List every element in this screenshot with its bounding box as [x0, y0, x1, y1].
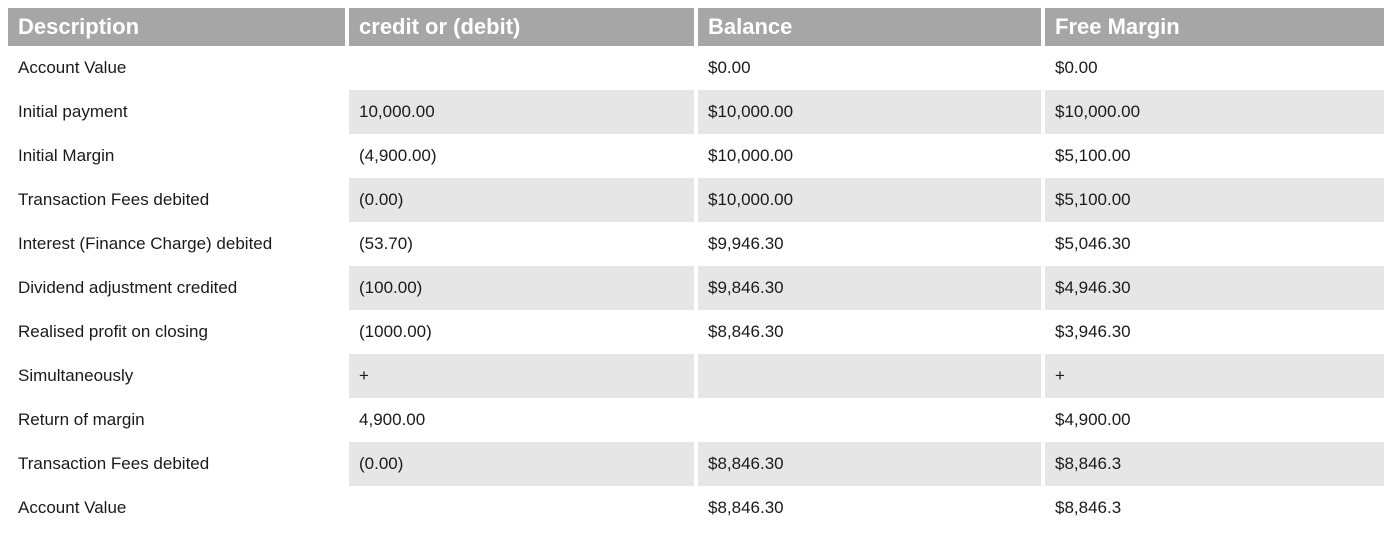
cell-balance: $8,846.30: [708, 322, 784, 341]
cell-balance: $0.00: [708, 58, 751, 77]
cell-description: Return of margin: [18, 410, 145, 429]
cell-credit-or-debit: (0.00): [349, 178, 694, 222]
cell-description: Transaction Fees debited: [8, 178, 346, 222]
cell-balance: $8,846.30: [698, 442, 1041, 486]
table-row: Simultaneously + +: [8, 354, 1384, 398]
cell-description: Account Value: [18, 498, 127, 517]
table-row: Transaction Fees debited (0.00) $8,846.3…: [8, 442, 1384, 486]
cell-description: Realised profit on closing: [18, 322, 208, 341]
cell-balance: $10,000.00: [698, 178, 1041, 222]
cell-description: Initial payment: [8, 90, 346, 134]
cell-balance: $8,846.30: [708, 498, 784, 517]
cell-description: Account Value: [18, 58, 127, 77]
cell-credit-or-debit: +: [349, 354, 694, 398]
cell-credit-or-debit: (0.00): [349, 442, 694, 486]
cell-balance: $10,000.00: [698, 90, 1041, 134]
cell-balance: $9,846.30: [698, 266, 1041, 310]
cell-balance: [698, 398, 1041, 442]
cell-balance: $9,946.30: [708, 234, 784, 253]
cell-free-margin: $10,000.00: [1045, 90, 1384, 134]
table-row: Account Value $0.00 $0.00: [8, 46, 1384, 90]
table-row: Initial Margin (4,900.00) $10,000.00 $5,…: [8, 134, 1384, 178]
cell-description: Initial Margin: [18, 146, 115, 165]
cell-credit-or-debit: (1000.00): [359, 322, 432, 341]
cell-credit-or-debit: 10,000.00: [349, 90, 694, 134]
cell-credit-or-debit: (53.70): [359, 234, 413, 253]
table-row: Initial payment 10,000.00 $10,000.00 $10…: [8, 90, 1384, 134]
cell-free-margin: $5,046.30: [1055, 234, 1131, 253]
cell-balance: $10,000.00: [708, 146, 794, 165]
cell-credit-or-debit: 4,900.00: [359, 410, 426, 429]
table-row: Transaction Fees debited (0.00) $10,000.…: [8, 178, 1384, 222]
cell-credit-or-debit: (100.00): [349, 266, 694, 310]
cell-description: Transaction Fees debited: [8, 442, 346, 486]
table-row: Interest (Finance Charge) debited (53.70…: [8, 222, 1384, 266]
cell-free-margin: $3,946.30: [1055, 322, 1131, 341]
cell-balance: [698, 354, 1041, 398]
cell-description: Dividend adjustment credited: [8, 266, 346, 310]
header-description: Description: [8, 8, 346, 46]
cell-description: Interest (Finance Charge) debited: [18, 234, 273, 253]
cell-free-margin: $8,846.3: [1055, 498, 1122, 517]
header-balance: Balance: [698, 8, 1041, 46]
table-header-row: Description credit or (debit) Balance Fr…: [8, 8, 1384, 46]
cell-description: Simultaneously: [8, 354, 346, 398]
cell-credit-or-debit: [349, 46, 694, 90]
cell-free-margin: $0.00: [1055, 58, 1098, 77]
account-ledger-table: Description credit or (debit) Balance Fr…: [8, 8, 1384, 530]
cell-free-margin: $5,100.00: [1055, 146, 1131, 165]
table-row: Dividend adjustment credited (100.00) $9…: [8, 266, 1384, 310]
cell-free-margin: $5,100.00: [1045, 178, 1384, 222]
cell-free-margin: $4,900.00: [1055, 410, 1131, 429]
cell-credit-or-debit: [349, 486, 694, 530]
header-free-margin: Free Margin: [1045, 8, 1384, 46]
table-row: Return of margin 4,900.00 $4,900.00: [8, 398, 1384, 442]
cell-free-margin: +: [1045, 354, 1384, 398]
table-row: Account Value $8,846.30 $8,846.3: [8, 486, 1384, 530]
cell-credit-or-debit: (4,900.00): [359, 146, 437, 165]
header-credit-or-debit: credit or (debit): [349, 8, 694, 46]
table-row: Realised profit on closing (1000.00) $8,…: [8, 310, 1384, 354]
cell-free-margin: $4,946.30: [1045, 266, 1384, 310]
cell-free-margin: $8,846.3: [1045, 442, 1384, 486]
